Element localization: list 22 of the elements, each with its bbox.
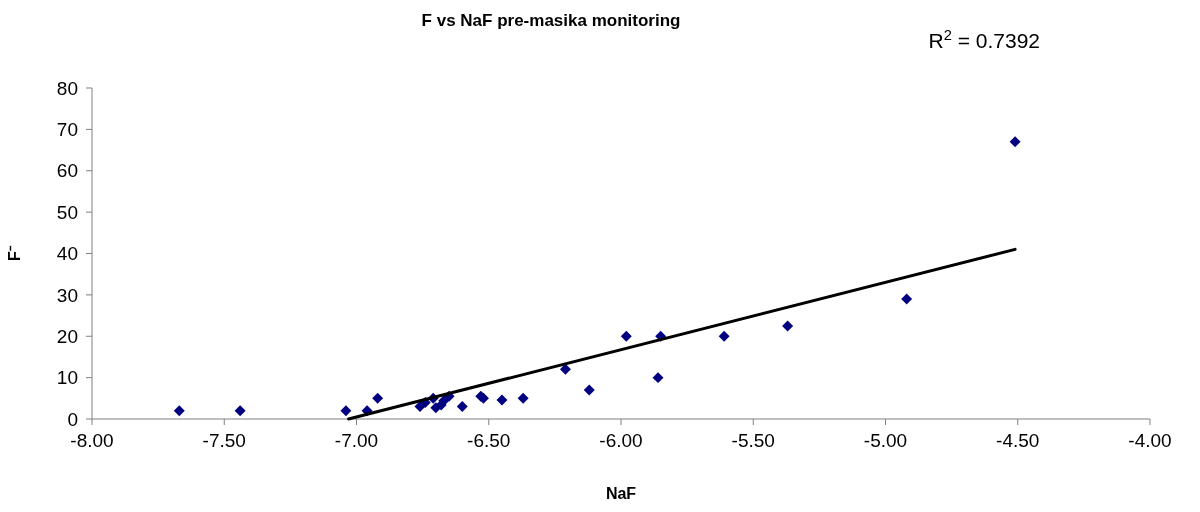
x-tick-label: -5.00	[863, 430, 908, 451]
y-tick-label: 40	[56, 243, 78, 265]
text: R$^{2}$ = 0.7392	[928, 27, 1040, 52]
x-tick-label: -6.50	[467, 430, 511, 451]
y-tick-label: 20	[56, 325, 78, 347]
x-tick-label: -7.50	[202, 430, 246, 451]
chart-title: F vs NaF pre-masika monitoring	[421, 11, 681, 30]
x-tick-label: -4.00	[1128, 430, 1172, 451]
x-axis-title: NaF	[605, 485, 637, 502]
x-tick-label: -5.50	[731, 430, 775, 451]
x-tick-label: -7.00	[334, 430, 379, 451]
y-tick-label: 30	[56, 284, 78, 306]
y-tick-label: 80	[56, 77, 78, 99]
x-tick-label: -8.00	[70, 430, 114, 451]
x-tick-label: -6.00	[599, 430, 643, 451]
y-tick-label: 10	[56, 367, 78, 389]
y-tick-label: 70	[56, 119, 78, 141]
y-tick-label: 0	[67, 408, 78, 430]
x-tick-label: -4.50	[996, 430, 1040, 451]
y-tick-label: 50	[56, 201, 78, 223]
y-axis-title: F⁻	[6, 245, 23, 261]
y-tick-label: 60	[56, 160, 78, 182]
